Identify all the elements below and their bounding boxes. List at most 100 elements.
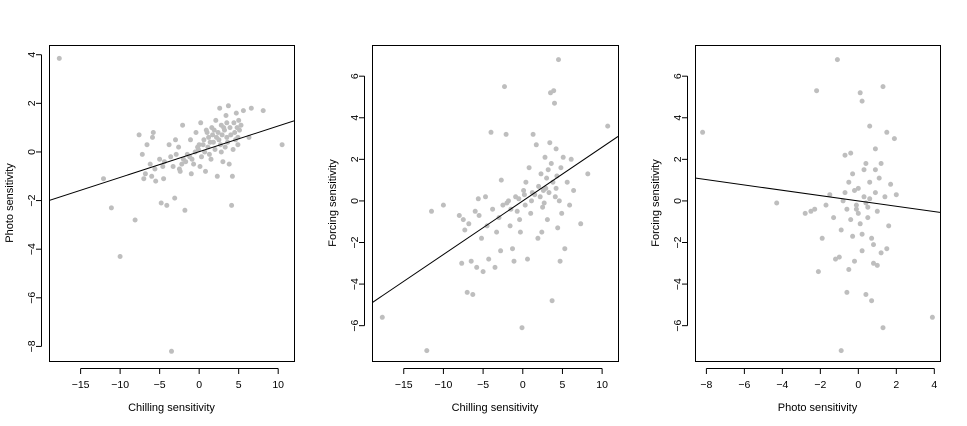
data-point: [462, 227, 468, 233]
data-point: [173, 151, 179, 157]
data-point: [834, 57, 840, 63]
data-point: [578, 221, 584, 227]
data-point: [863, 161, 869, 166]
data-point: [571, 188, 577, 193]
x-tick-label: 4: [931, 379, 937, 391]
data-point: [180, 122, 186, 128]
data-point: [492, 264, 498, 270]
data-point: [424, 348, 430, 354]
data-point: [814, 88, 820, 94]
data-point: [585, 171, 591, 177]
data-point: [212, 147, 218, 152]
data-point: [217, 105, 223, 111]
data-point: [880, 84, 886, 90]
data-point: [886, 223, 892, 229]
y-tick-label: −2: [349, 236, 361, 248]
data-point: [855, 185, 861, 191]
data-point: [551, 88, 557, 94]
data-point: [538, 171, 544, 177]
data-point: [168, 154, 174, 160]
data-point: [517, 229, 523, 235]
data-point: [819, 235, 825, 241]
data-point: [188, 171, 194, 177]
x-tick-label: −8: [700, 379, 712, 391]
y-axis-title: Forcing sensitivity: [327, 159, 339, 247]
data-point: [172, 195, 178, 201]
data-point: [541, 200, 547, 206]
x-axis: −8 −6 −4 −2 0 2 4: [700, 368, 937, 391]
data-point: [836, 254, 842, 260]
data-point: [823, 202, 829, 208]
y-tick-label: 0: [672, 198, 684, 204]
y-tick-label: −6: [26, 292, 38, 304]
y-axis-title: Photo sensitivity: [4, 163, 16, 243]
data-point: [498, 248, 504, 254]
data-point: [222, 127, 227, 133]
data-point: [547, 140, 553, 146]
data-point: [516, 196, 522, 202]
data-point: [543, 185, 549, 191]
y-tick-label: 4: [672, 115, 684, 121]
data-point: [476, 213, 482, 218]
data-point: [170, 164, 176, 169]
data-point: [884, 129, 890, 135]
data-point: [219, 132, 225, 138]
data-point: [147, 161, 153, 167]
y-tick-label: 4: [26, 52, 38, 58]
data-point: [552, 194, 558, 200]
data-point: [525, 256, 530, 262]
data-point: [700, 129, 706, 135]
x-tick-label: −5: [154, 379, 166, 391]
data-point: [568, 156, 574, 162]
data-point: [215, 130, 221, 135]
data-point: [210, 132, 216, 138]
data-point: [227, 125, 233, 131]
data-point: [808, 208, 814, 214]
data-point: [136, 132, 142, 138]
data-point: [882, 194, 888, 200]
data-point: [164, 202, 170, 208]
data-point: [521, 188, 527, 193]
data-point: [846, 267, 852, 272]
data-point: [553, 185, 559, 191]
data-point: [564, 179, 570, 185]
data-point: [562, 246, 568, 252]
data-point: [237, 127, 242, 133]
data-point: [189, 156, 195, 162]
data-point: [833, 256, 838, 262]
data-point: [850, 171, 856, 177]
data-point: [549, 298, 555, 304]
data-point: [475, 196, 481, 202]
data-point: [231, 120, 237, 126]
data-point: [203, 168, 208, 174]
data-point: [149, 173, 155, 179]
x-tick-label: −5: [477, 379, 489, 391]
y-tick-label: 4: [349, 115, 361, 121]
data-point: [200, 142, 206, 148]
data-point: [840, 198, 846, 204]
data-point: [176, 144, 182, 150]
data-point: [878, 161, 884, 166]
data-point: [279, 142, 285, 148]
data-point: [502, 84, 507, 90]
data-point: [198, 120, 204, 126]
data-point: [510, 246, 515, 252]
data-point: [440, 202, 446, 208]
data-point: [208, 156, 214, 162]
data-point: [183, 159, 189, 165]
plot-frame: [695, 45, 941, 362]
data-point: [878, 250, 884, 256]
data-point: [56, 55, 62, 61]
data-points: [56, 55, 285, 354]
data-point: [160, 164, 166, 169]
x-tick-label: 0: [196, 379, 202, 391]
data-point: [228, 132, 234, 138]
x-axis-title: Chilling sensitivity: [452, 402, 539, 414]
x-tick-label: 10: [596, 379, 608, 391]
plot-frame: [372, 45, 619, 362]
data-point: [514, 208, 520, 214]
data-point: [225, 103, 231, 109]
data-point: [132, 217, 138, 223]
data-point: [848, 217, 854, 223]
data-point: [869, 235, 875, 241]
